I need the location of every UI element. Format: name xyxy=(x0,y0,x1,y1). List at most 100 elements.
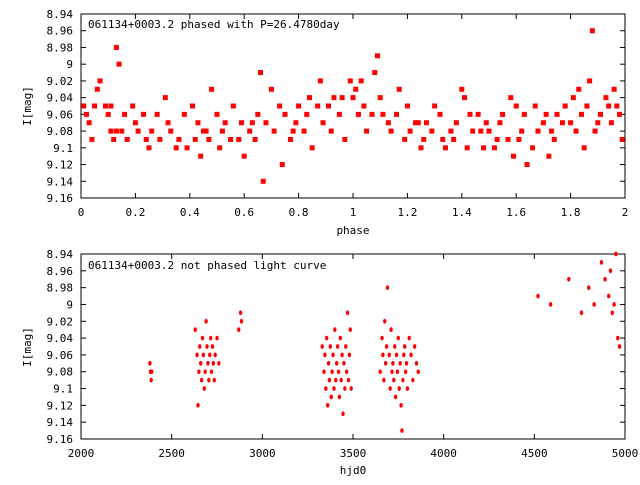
phased-y-tick-label: 9.16 xyxy=(47,192,74,205)
data-point xyxy=(535,128,541,134)
data-point xyxy=(190,103,196,109)
unphased-y-tick-label: 9.06 xyxy=(47,349,74,362)
data-point xyxy=(200,335,205,341)
data-point xyxy=(241,153,247,159)
data-point xyxy=(396,335,401,341)
data-point xyxy=(331,352,335,358)
data-point xyxy=(193,327,197,333)
phased-y-tick-label: 9.12 xyxy=(47,159,74,172)
data-point xyxy=(587,285,591,291)
data-point xyxy=(210,344,215,349)
data-point xyxy=(388,128,394,134)
data-point xyxy=(148,360,152,366)
data-point xyxy=(135,128,141,134)
data-point xyxy=(209,86,215,92)
data-point xyxy=(393,344,397,349)
data-point xyxy=(364,128,370,134)
data-point xyxy=(397,386,401,391)
data-point xyxy=(97,78,103,84)
data-point xyxy=(587,78,593,84)
data-point xyxy=(567,276,571,282)
data-point xyxy=(345,310,350,316)
data-point xyxy=(505,136,511,142)
data-point xyxy=(617,111,623,117)
data-point xyxy=(328,128,334,134)
data-point xyxy=(335,344,340,349)
data-point xyxy=(383,318,387,324)
data-point xyxy=(407,128,413,134)
data-point xyxy=(263,120,269,126)
phased-y-tick-label: 8.96 xyxy=(47,25,74,38)
data-point xyxy=(327,377,332,383)
unphased-y-tick-label: 9.08 xyxy=(47,366,74,379)
data-point xyxy=(378,369,382,375)
data-point xyxy=(141,111,147,117)
data-point xyxy=(573,128,579,134)
data-point xyxy=(199,377,204,383)
data-point xyxy=(214,111,220,117)
phased-x-tick-label: 0.2 xyxy=(125,206,145,219)
data-point xyxy=(176,136,182,142)
data-point xyxy=(377,95,383,101)
data-point xyxy=(543,111,549,117)
data-point xyxy=(320,120,326,126)
data-point xyxy=(353,86,359,92)
data-point xyxy=(122,111,128,117)
data-point xyxy=(252,136,258,142)
data-point xyxy=(247,128,253,134)
data-point xyxy=(462,95,468,101)
data-point xyxy=(432,103,438,109)
data-point xyxy=(387,352,391,358)
data-point xyxy=(113,128,119,134)
data-point xyxy=(204,318,208,324)
data-point xyxy=(355,111,361,117)
data-point xyxy=(603,95,609,101)
data-point xyxy=(317,78,323,84)
data-point xyxy=(413,120,419,126)
phased-x-axis-label: phase xyxy=(336,224,369,237)
data-point xyxy=(290,128,296,134)
phased-y-tick-label: 8.94 xyxy=(47,8,74,21)
data-point xyxy=(230,103,236,109)
data-point xyxy=(213,352,217,358)
data-point xyxy=(595,120,601,126)
data-point xyxy=(343,386,347,391)
data-point xyxy=(329,394,333,400)
unphased-y-tick-label: 9.02 xyxy=(47,315,74,328)
phased-x-tick-label: 1.8 xyxy=(561,206,581,219)
data-point xyxy=(239,318,244,324)
phased-y-tick-label: 9.06 xyxy=(47,108,74,121)
data-point xyxy=(238,120,244,126)
data-point xyxy=(483,120,489,126)
data-point xyxy=(610,310,615,316)
data-point xyxy=(486,128,492,134)
data-point xyxy=(202,386,207,391)
data-point xyxy=(315,103,321,109)
data-point xyxy=(451,136,457,142)
data-point xyxy=(168,128,174,134)
unphased-y-tick-label: 9.04 xyxy=(47,332,74,345)
data-point xyxy=(222,120,228,126)
data-point xyxy=(393,394,398,400)
data-point xyxy=(342,360,346,366)
unphased-y-tick-label: 9.14 xyxy=(47,416,74,429)
data-point xyxy=(383,360,388,366)
data-point xyxy=(407,335,411,341)
phased-y-tick-label: 9.08 xyxy=(47,125,74,138)
data-point xyxy=(341,411,345,417)
data-point xyxy=(344,369,349,375)
data-point xyxy=(549,128,555,134)
data-point xyxy=(323,352,327,358)
unphased-y-tick-label: 9.16 xyxy=(47,433,74,446)
unphased-points xyxy=(148,251,622,433)
data-point xyxy=(268,86,274,92)
data-point xyxy=(237,327,241,333)
data-point xyxy=(592,302,596,307)
data-point xyxy=(409,352,413,358)
data-point xyxy=(611,86,617,92)
data-point xyxy=(330,369,334,375)
data-point xyxy=(540,120,546,126)
data-point xyxy=(418,145,424,151)
data-point xyxy=(108,128,114,134)
